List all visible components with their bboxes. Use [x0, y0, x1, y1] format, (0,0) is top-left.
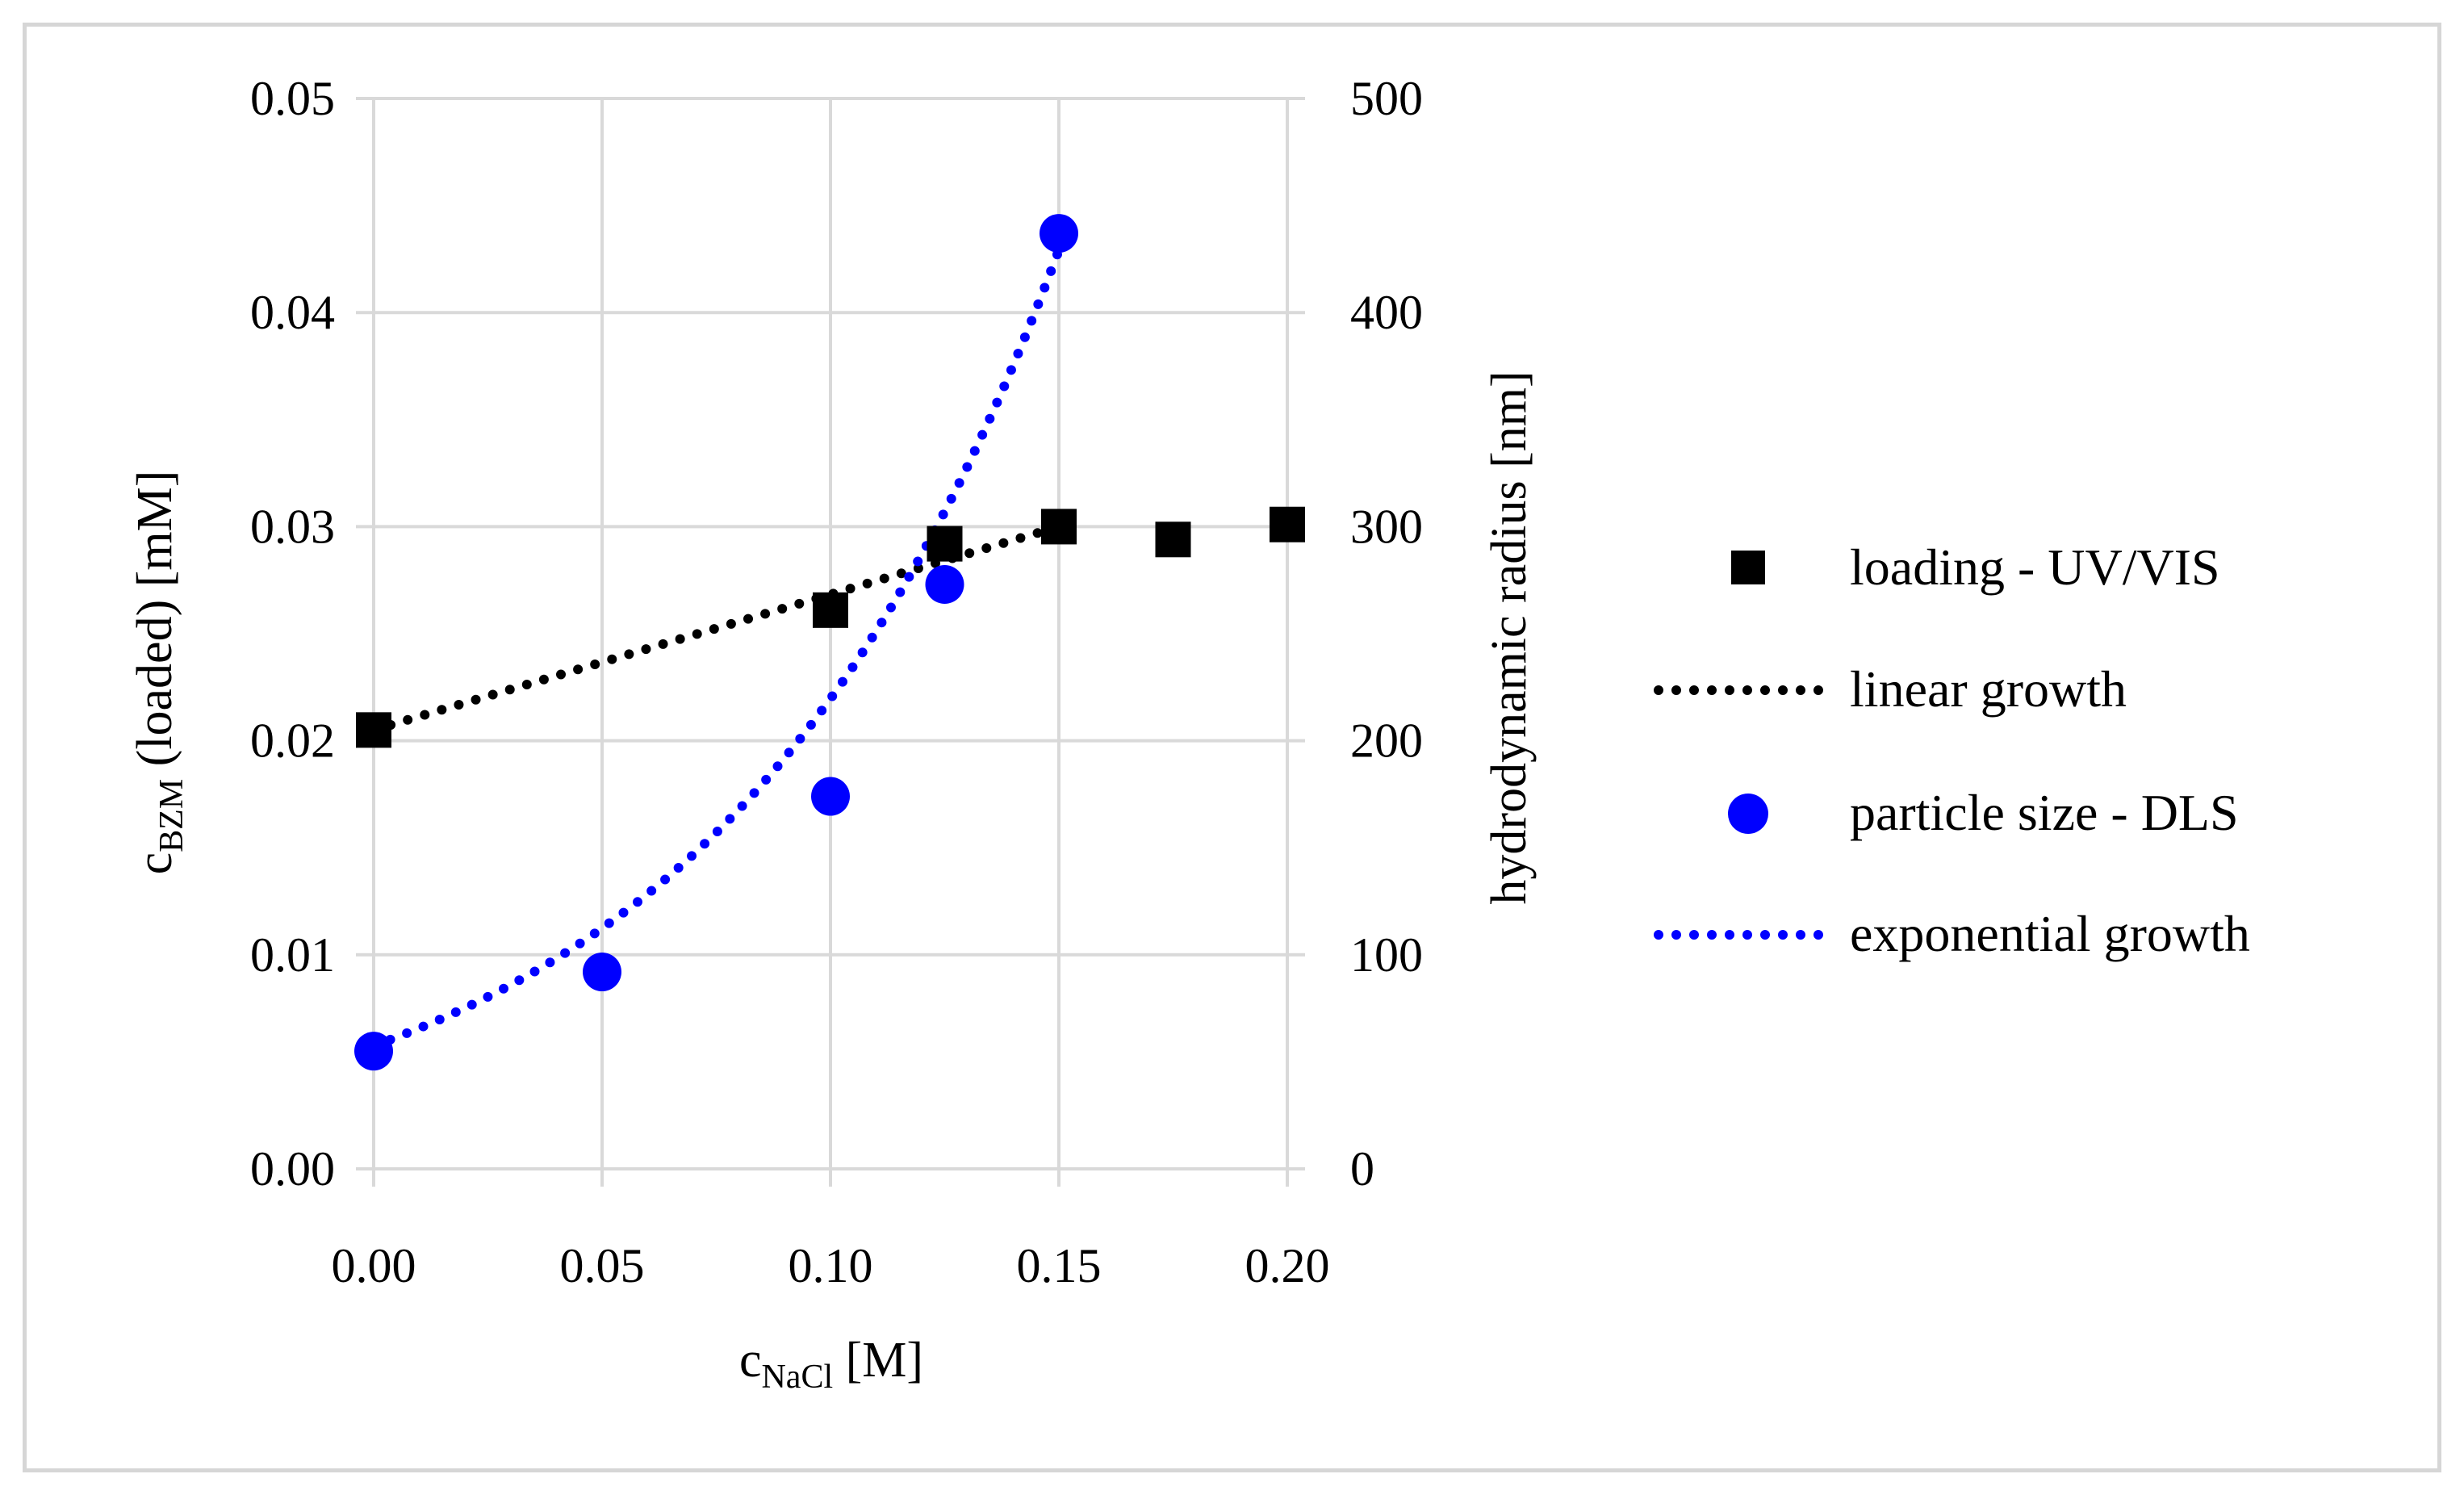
legend-square-marker: [1731, 551, 1765, 584]
circle-marker: [811, 777, 850, 816]
y-right-tick-label: 100: [1350, 928, 1423, 982]
y-right-tick-label: 400: [1350, 286, 1423, 339]
square-marker: [927, 526, 963, 562]
legend-entry-linear: linear growth: [1654, 660, 2127, 718]
trendline-exponential: [369, 245, 1064, 1051]
circle-marker: [583, 953, 621, 992]
square-marker: [813, 592, 848, 628]
y-left-axis-title: cBZM (loaded) [mM]: [128, 471, 190, 875]
legend-label-linear: linear growth: [1850, 660, 2127, 718]
legend-label-loading: loading - UV/VIS: [1850, 538, 2220, 596]
legend-label-exponential: exponential growth: [1850, 905, 2250, 962]
square-marker: [1270, 506, 1305, 542]
y-left-tick-labels: 0.00 0.01 0.02 0.03 0.04 0.05: [250, 72, 335, 1196]
y-right-tick-label: 300: [1350, 500, 1423, 553]
y-right-tick-label: 200: [1350, 714, 1423, 768]
legend-circle-marker: [1728, 794, 1768, 834]
circle-marker: [354, 1032, 393, 1071]
chart-frame: [23, 23, 2441, 1472]
square-marker: [1041, 509, 1077, 545]
legend-entry-loading: loading - UV/VIS: [1731, 538, 2220, 596]
y-left-tick-label: 0.05: [250, 72, 335, 125]
legend-entry-exponential: exponential growth: [1654, 905, 2250, 962]
y-left-tick-label: 0.01: [250, 928, 335, 982]
gridlines: [356, 97, 1305, 1187]
trendline-linear: [369, 521, 1064, 735]
y-right-axis-title: hydrodynamic radius [nm]: [1482, 371, 1537, 904]
x-tick-label: 0.00: [332, 1239, 416, 1292]
square-marker: [1155, 521, 1191, 558]
y-right-tick-labels: 0 100 200 300 400 500: [1350, 72, 1423, 1196]
legend-label-dls: particle size - DLS: [1850, 784, 2239, 841]
data-markers: [354, 214, 1305, 1071]
trendlines: [369, 245, 1064, 1051]
y-left-tick-label: 0.02: [250, 714, 335, 768]
y-right-tick-label: 0: [1350, 1142, 1374, 1196]
x-tick-label: 0.20: [1245, 1239, 1330, 1292]
legend: loading - UV/VIS linear growth particle …: [1654, 538, 2250, 962]
x-tick-label: 0.10: [789, 1239, 873, 1292]
circle-marker: [1040, 214, 1078, 253]
legend-entry-dls: particle size - DLS: [1728, 784, 2239, 841]
square-marker: [356, 712, 391, 748]
y-right-tick-label: 500: [1350, 72, 1423, 125]
circle-marker: [925, 565, 964, 605]
x-tick-label: 0.05: [560, 1239, 645, 1292]
y-left-tick-label: 0.03: [250, 500, 335, 553]
y-left-tick-label: 0.04: [250, 286, 335, 339]
x-axis-title: cNaCl [M]: [739, 1333, 923, 1396]
x-tick-label: 0.15: [1017, 1239, 1102, 1292]
x-axis-tick-labels: 0.00 0.05 0.10 0.15 0.20: [332, 1239, 1330, 1292]
y-left-tick-label: 0.00: [250, 1142, 335, 1196]
